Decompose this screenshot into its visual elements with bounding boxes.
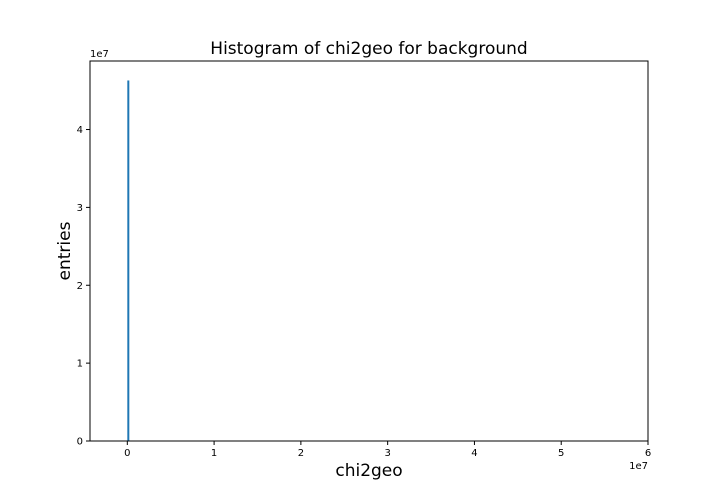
y-tick-label: 1 [77,359,83,370]
y-tick-label: 2 [77,281,83,292]
x-tick-label: 2 [298,448,304,459]
histogram-bar [127,80,130,441]
y-offset-label: 1e7 [90,49,109,60]
y-tick-label: 4 [77,125,83,136]
x-tick-label: 0 [124,448,130,459]
y-tick-label: 3 [77,203,83,214]
plot-frame [89,60,649,442]
chart-title: Histogram of chi2geo for background [210,39,527,59]
x-tick-label: 5 [558,448,564,459]
bars-group [127,80,130,441]
y-axis-label: entries [55,221,75,280]
x-tick-label: 3 [384,448,390,459]
x-tick-label: 4 [471,448,477,459]
x-axis-label: chi2geo [335,461,402,481]
x-tick-label: 1 [211,448,217,459]
x-tick-label: 6 [645,448,651,459]
y-tick-label: 0 [77,437,83,448]
x-axis-ticks: 0 1 2 3 4 5 6 [124,441,651,459]
x-offset-label: 1e7 [629,461,648,472]
y-axis-ticks: 0 1 2 3 4 [77,125,90,448]
